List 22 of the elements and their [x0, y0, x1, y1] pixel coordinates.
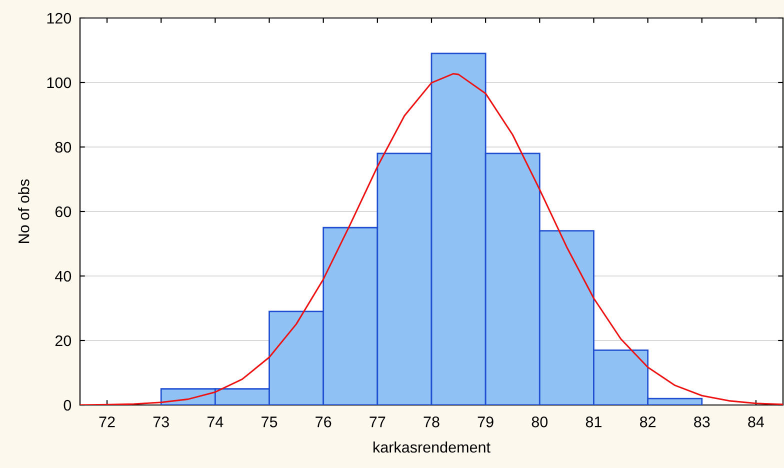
y-axis-title: No of obs — [18, 179, 30, 243]
x-tick-label: 75 — [262, 416, 278, 428]
y-tick-label: 120 — [47, 12, 72, 24]
x-tick-label: 74 — [207, 416, 224, 428]
x-tick-label: 83 — [694, 416, 710, 428]
x-tick-label: 78 — [424, 416, 440, 428]
y-tick-label: 0 — [64, 400, 72, 411]
x-tick-label: 72 — [99, 416, 115, 428]
x-tick-label: 80 — [532, 416, 548, 428]
y-tick-label: 60 — [55, 206, 72, 218]
x-tick-label: 82 — [640, 416, 656, 428]
y-tick-label: 100 — [47, 77, 72, 88]
x-tick-label: 81 — [586, 416, 602, 428]
y-tick-label: 80 — [55, 142, 72, 153]
y-tick-label: 40 — [55, 270, 72, 282]
x-tick-label: 73 — [153, 416, 169, 428]
y-tick-label: 20 — [55, 335, 72, 346]
x-tick-label: 76 — [316, 416, 332, 428]
x-tick-label: 84 — [748, 416, 764, 428]
x-tick-label: 77 — [370, 416, 386, 428]
x-axis-title: karkasrendement — [374, 441, 490, 453]
x-tick-label: 79 — [478, 416, 494, 428]
